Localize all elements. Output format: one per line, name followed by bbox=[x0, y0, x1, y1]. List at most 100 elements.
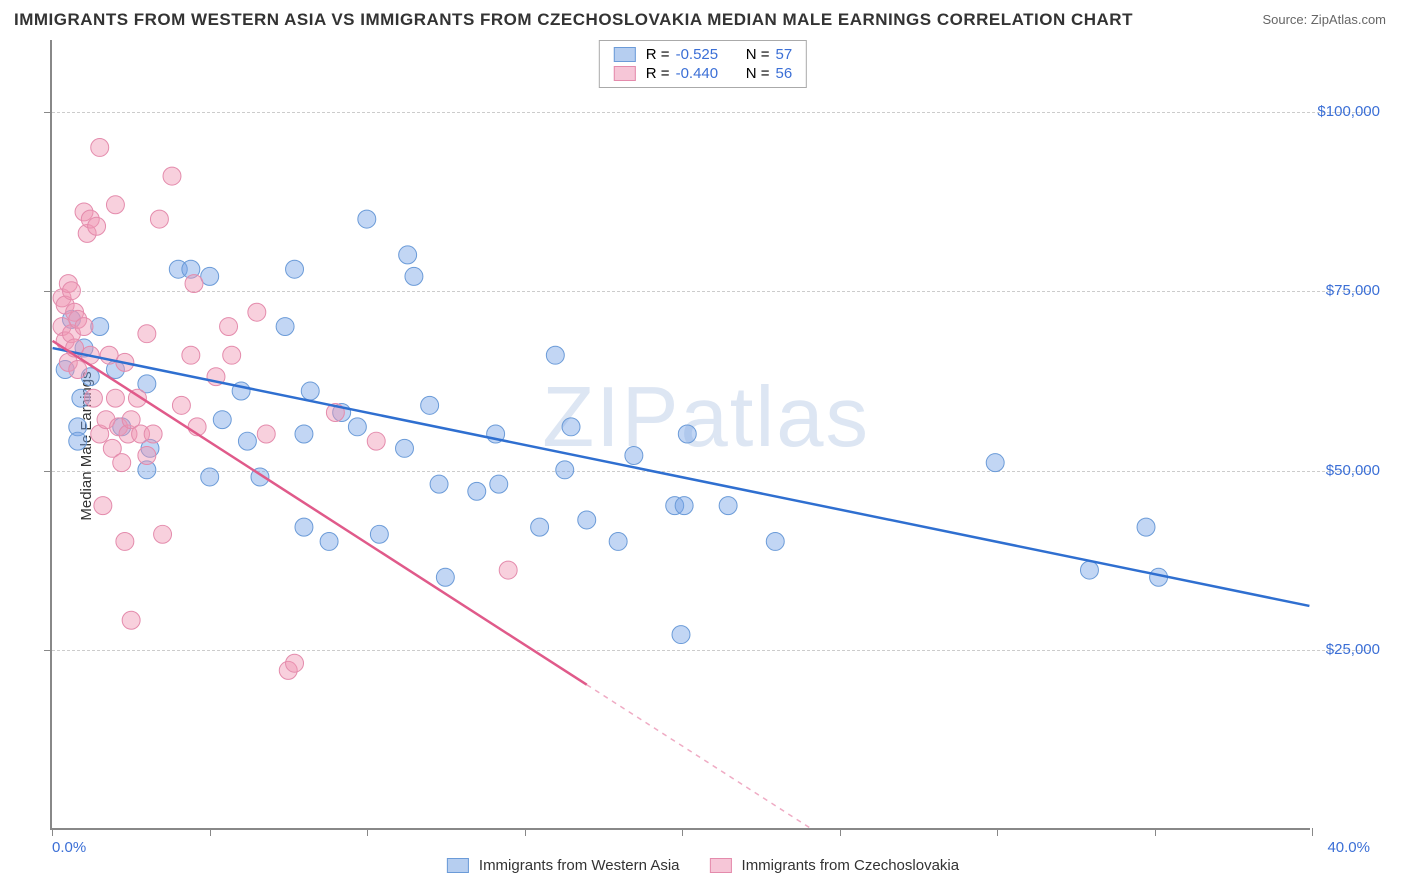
scatter-point bbox=[220, 318, 238, 336]
scatter-point bbox=[182, 346, 200, 364]
scatter-point bbox=[163, 167, 181, 185]
scatter-point bbox=[625, 447, 643, 465]
scatter-point bbox=[116, 532, 134, 550]
scatter-point bbox=[106, 389, 124, 407]
scatter-point bbox=[84, 389, 102, 407]
x-tick bbox=[210, 828, 211, 836]
scatter-point bbox=[546, 346, 564, 364]
scatter-point bbox=[113, 454, 131, 472]
scatter-point bbox=[556, 461, 574, 479]
scatter-point bbox=[238, 432, 256, 450]
scatter-point bbox=[499, 561, 517, 579]
scatter-point bbox=[562, 418, 580, 436]
scatter-point bbox=[201, 468, 219, 486]
legend-swatch bbox=[614, 66, 636, 81]
y-tick-label: $100,000 bbox=[1317, 103, 1380, 120]
scatter-point bbox=[348, 418, 366, 436]
legend-swatch bbox=[614, 47, 636, 62]
scatter-point bbox=[1080, 561, 1098, 579]
scatter-point bbox=[578, 511, 596, 529]
scatter-point bbox=[88, 217, 106, 235]
scatter-point bbox=[986, 454, 1004, 472]
scatter-point bbox=[286, 654, 304, 672]
stat-r-value: -0.440 bbox=[676, 65, 736, 82]
scatter-point bbox=[436, 568, 454, 586]
x-tick bbox=[1155, 828, 1156, 836]
scatter-point bbox=[106, 196, 124, 214]
scatter-point bbox=[468, 482, 486, 500]
scatter-point bbox=[62, 282, 80, 300]
scatter-point bbox=[672, 626, 690, 644]
scatter-point bbox=[301, 382, 319, 400]
x-tick bbox=[367, 828, 368, 836]
legend-stat-row: R = -0.440 N = 56 bbox=[614, 64, 792, 83]
x-tick bbox=[525, 828, 526, 836]
scatter-point bbox=[1137, 518, 1155, 536]
scatter-point bbox=[248, 303, 266, 321]
scatter-point bbox=[94, 497, 112, 515]
scatter-point bbox=[396, 439, 414, 457]
scatter-point bbox=[185, 275, 203, 293]
scatter-point bbox=[609, 532, 627, 550]
stat-n-value: 56 bbox=[776, 65, 793, 82]
scatter-point bbox=[367, 432, 385, 450]
scatter-point bbox=[122, 611, 140, 629]
scatter-point bbox=[144, 425, 162, 443]
scatter-point bbox=[295, 425, 313, 443]
scatter-point bbox=[370, 525, 388, 543]
x-tick bbox=[1312, 828, 1313, 836]
y-tick-label: $75,000 bbox=[1326, 282, 1380, 299]
x-tick bbox=[52, 828, 53, 836]
x-start-label: 0.0% bbox=[52, 839, 86, 856]
scatter-point bbox=[531, 518, 549, 536]
legend-series-label: Immigrants from Western Asia bbox=[479, 857, 680, 874]
source-attribution: Source: ZipAtlas.com bbox=[1262, 12, 1386, 27]
scatter-point bbox=[286, 260, 304, 278]
scatter-point bbox=[675, 497, 693, 515]
chart-title: IMMIGRANTS FROM WESTERN ASIA VS IMMIGRAN… bbox=[14, 10, 1133, 30]
stat-n-label: N = bbox=[742, 46, 770, 63]
trend-line bbox=[53, 348, 1310, 606]
stat-n-value: 57 bbox=[776, 46, 793, 63]
stat-r-value: -0.525 bbox=[676, 46, 736, 63]
legend-correlation-box: R = -0.525 N = 57 R = -0.440 N = 56 bbox=[599, 40, 807, 88]
scatter-point bbox=[430, 475, 448, 493]
scatter-point bbox=[405, 267, 423, 285]
stat-n-label: N = bbox=[742, 65, 770, 82]
legend-swatch bbox=[710, 858, 732, 873]
scatter-point bbox=[75, 318, 93, 336]
legend-series: Immigrants from Western Asia Immigrants f… bbox=[447, 857, 959, 874]
x-end-label: 40.0% bbox=[1327, 839, 1370, 856]
stat-r-label: R = bbox=[646, 46, 670, 63]
scatter-point bbox=[678, 425, 696, 443]
plot-svg bbox=[52, 40, 1310, 828]
scatter-point bbox=[154, 525, 172, 543]
x-tick bbox=[840, 828, 841, 836]
scatter-point bbox=[138, 325, 156, 343]
stat-r-label: R = bbox=[646, 65, 670, 82]
x-tick bbox=[682, 828, 683, 836]
scatter-point bbox=[276, 318, 294, 336]
y-tick-label: $50,000 bbox=[1326, 462, 1380, 479]
scatter-point bbox=[358, 210, 376, 228]
scatter-point bbox=[91, 138, 109, 156]
scatter-point bbox=[719, 497, 737, 515]
x-tick bbox=[997, 828, 998, 836]
scatter-point bbox=[320, 532, 338, 550]
scatter-point bbox=[69, 432, 87, 450]
scatter-point bbox=[766, 532, 784, 550]
trend-line-extrapolated bbox=[587, 685, 838, 828]
scatter-point bbox=[69, 361, 87, 379]
trend-line bbox=[53, 341, 587, 685]
scatter-point bbox=[295, 518, 313, 536]
scatter-point bbox=[223, 346, 241, 364]
scatter-point bbox=[257, 425, 275, 443]
scatter-point bbox=[490, 475, 508, 493]
legend-swatch bbox=[447, 858, 469, 873]
legend-stat-row: R = -0.525 N = 57 bbox=[614, 45, 792, 64]
legend-series-item: Immigrants from Czechoslovakia bbox=[710, 857, 960, 874]
legend-series-item: Immigrants from Western Asia bbox=[447, 857, 680, 874]
plot-area: ZIPatlas $25,000$50,000$75,000$100,0000.… bbox=[50, 40, 1310, 830]
scatter-point bbox=[421, 396, 439, 414]
scatter-point bbox=[138, 447, 156, 465]
